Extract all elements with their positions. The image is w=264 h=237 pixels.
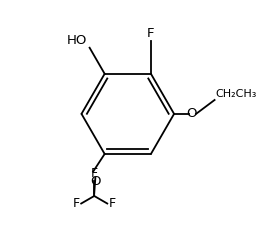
Text: O: O	[186, 107, 197, 120]
Text: F: F	[73, 197, 80, 210]
Text: HO: HO	[67, 34, 87, 46]
Text: F: F	[109, 197, 116, 210]
Text: F: F	[91, 167, 98, 180]
Text: O: O	[90, 175, 101, 188]
Text: F: F	[147, 27, 155, 40]
Text: CH₂CH₃: CH₂CH₃	[216, 89, 257, 99]
